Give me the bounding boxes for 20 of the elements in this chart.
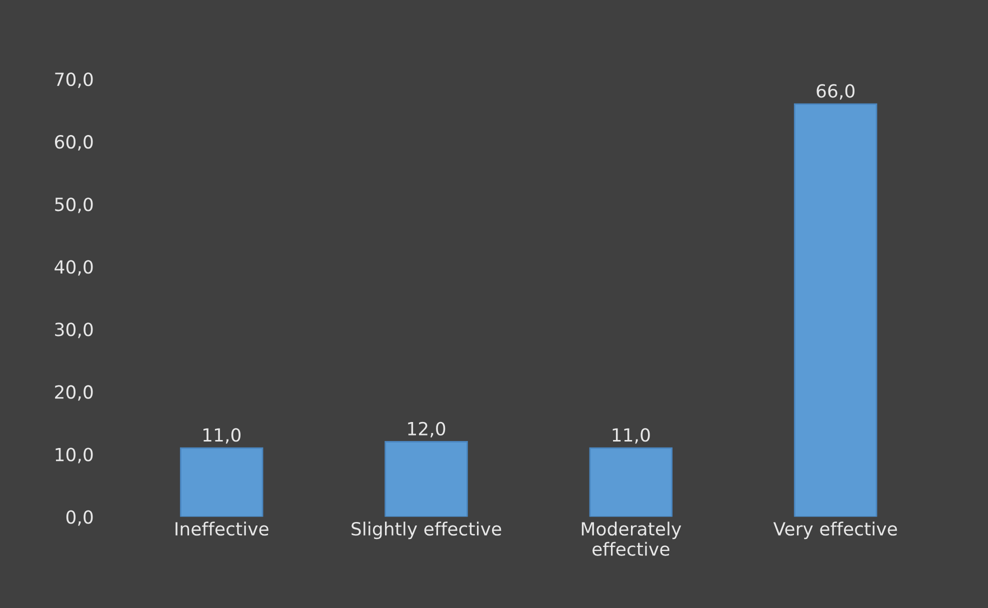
data-label: 66,0 xyxy=(816,84,854,100)
bar xyxy=(794,103,878,517)
data-label: 11,0 xyxy=(203,428,240,444)
y-tick-label: 60,0 xyxy=(55,135,93,151)
bar xyxy=(384,441,468,517)
y-tick-label: 30,0 xyxy=(55,322,93,338)
bar xyxy=(180,447,264,517)
y-tick-label: 10,0 xyxy=(56,448,93,464)
x-tick-label: Ineffective xyxy=(176,522,268,536)
data-label: 11,0 xyxy=(612,428,650,444)
y-tick-label: 40,0 xyxy=(54,260,93,276)
x-tick-label: Slightly effective xyxy=(352,522,502,540)
y-tick-label: 70,0 xyxy=(55,72,93,88)
y-tick-label: 20,0 xyxy=(55,385,93,401)
y-tick-label: 50,0 xyxy=(55,198,93,214)
bar xyxy=(589,447,673,517)
data-label: 12,0 xyxy=(408,422,446,438)
x-tick-label: Very effective xyxy=(773,522,897,540)
x-tick-label: Moderately effective xyxy=(582,522,682,556)
y-tick-label: 0,0 xyxy=(66,510,93,526)
